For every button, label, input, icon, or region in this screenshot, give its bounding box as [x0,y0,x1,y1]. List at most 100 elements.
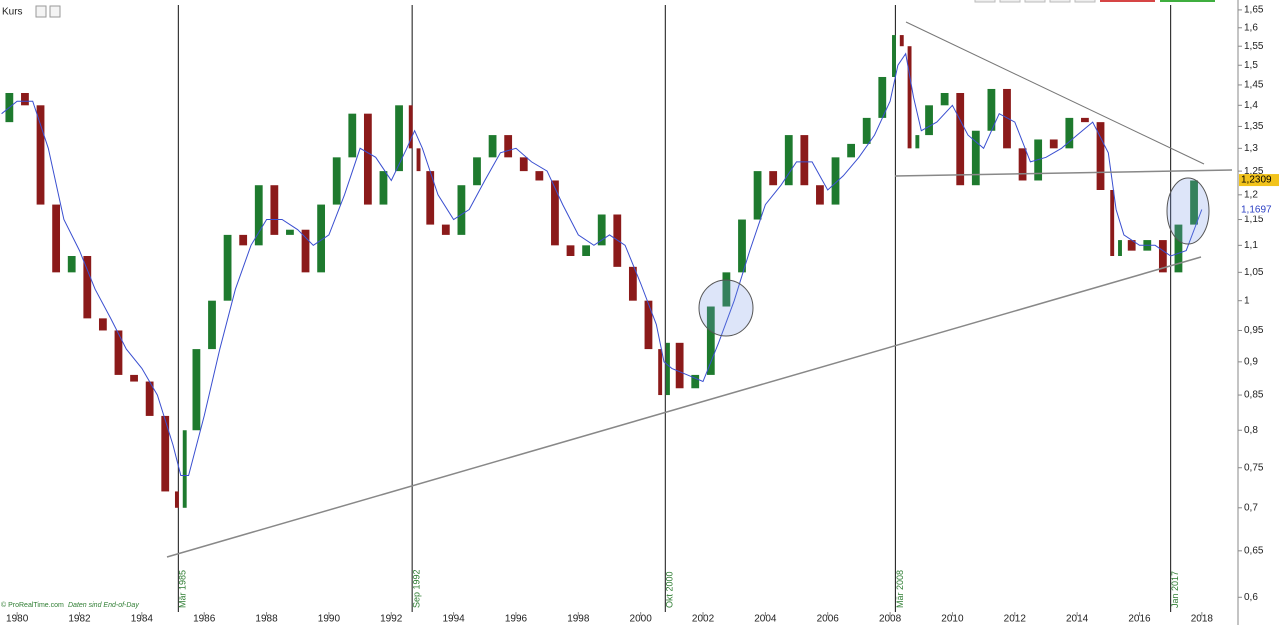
candle [1018,148,1027,181]
candle [416,148,421,172]
highlight-circle [1166,177,1210,245]
candle [706,306,715,375]
x-tick-label: 2006 [817,614,840,625]
candle [956,92,965,186]
candle [182,430,187,508]
candle [208,300,216,350]
y-tick-label: 1,4 [1244,100,1258,111]
candle [878,76,887,118]
y-tick-label: 1,25 [1244,166,1264,177]
button[interactable] [999,0,1021,3]
candle [892,35,896,77]
x-tick-label: 1992 [380,614,403,625]
candle [286,229,294,235]
candle [658,349,663,396]
candle [473,157,481,186]
candle [426,171,435,225]
y-tick-label: 0,85 [1244,390,1264,401]
price-label: 1,2309 [1241,175,1272,186]
candle [691,374,700,389]
candle [395,105,403,172]
candle [239,234,248,246]
candle [52,204,61,273]
event-label: Mär 2008 [895,570,905,608]
candle [174,491,179,508]
candle [36,105,45,205]
x-tick-label: 2004 [754,614,777,625]
button[interactable] [974,0,996,3]
button[interactable] [1100,0,1155,2]
trend-line [894,169,1233,177]
candle [301,229,310,273]
event-label: Jan 2017 [1170,571,1180,608]
candle [145,381,154,416]
candle [332,157,341,205]
candle [582,245,591,256]
candle [987,88,996,131]
x-tick-label: 1998 [567,614,590,625]
candle [971,130,980,186]
button[interactable] [1160,0,1215,2]
candle [800,135,809,186]
y-tick-label: 0,9 [1244,357,1258,368]
y-tick-label: 1,45 [1244,80,1264,91]
candle [408,105,413,149]
candle [1081,117,1089,123]
button[interactable] [1024,0,1046,3]
y-tick-label: 1,05 [1244,267,1264,278]
candle [379,171,388,205]
x-tick-label: 1986 [193,614,216,625]
candle [940,92,949,106]
x-tick-label: 1990 [318,614,341,625]
event-label: Mär 1985 [178,570,188,608]
candle [21,92,29,106]
candle [915,135,920,149]
x-tick-label: 2016 [1128,614,1151,625]
button[interactable] [1049,0,1071,3]
price-label-box [1239,203,1279,216]
y-tick-label: 1,5 [1244,60,1258,71]
candle [769,171,778,186]
candle [488,135,497,158]
y-tick-label: 1,15 [1244,214,1264,225]
footer: © ProRealTime.com [1,601,64,609]
x-tick-label: 2014 [1066,614,1089,625]
candle [665,342,670,396]
button[interactable] [35,5,47,18]
y-tick-label: 1 [1244,295,1250,306]
candle [1190,180,1198,225]
candle [847,143,856,158]
button[interactable] [49,5,61,18]
x-tick-label: 1984 [131,614,154,625]
candle [363,113,372,205]
candle [722,272,731,307]
candle [1127,240,1136,251]
x-tick-label: 2012 [1004,614,1027,625]
candle [628,266,637,301]
candle [83,255,92,319]
candle [457,185,466,235]
button[interactable] [1074,0,1096,3]
y-tick-label: 0,95 [1244,325,1264,336]
x-tick-label: 2008 [879,614,902,625]
y-tick-label: 0,7 [1244,502,1258,513]
candle [98,318,107,331]
x-tick-label: 1994 [442,614,465,625]
candle [551,180,559,246]
trend-line [905,21,1205,165]
event-label: Okt 2000 [665,571,675,608]
chart-title: Kurs [2,7,23,18]
y-tick-label: 0,65 [1244,545,1264,556]
moving-average [1,52,1203,476]
x-tick-label: 1996 [505,614,528,625]
y-tick-label: 0,8 [1244,425,1258,436]
price-label-box [1239,174,1279,187]
x-tick-label: 1980 [6,614,29,625]
toolbar [974,0,1215,3]
candle [1110,189,1115,256]
y-tick-label: 1,2 [1244,189,1258,200]
plot [1,5,1203,612]
event-label: Sep 1992 [412,569,422,608]
x-tick-label: 2010 [941,614,964,625]
